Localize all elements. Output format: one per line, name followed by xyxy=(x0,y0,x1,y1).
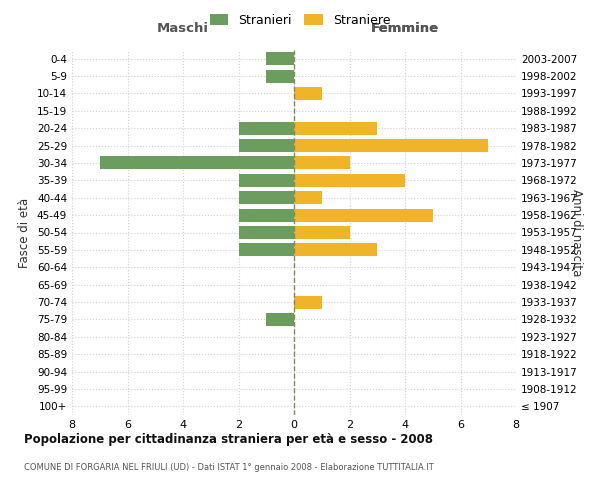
Bar xyxy=(294,156,350,170)
Bar xyxy=(239,174,294,187)
Bar xyxy=(294,174,405,187)
Bar xyxy=(100,156,294,170)
Bar xyxy=(239,191,294,204)
Bar xyxy=(294,296,322,308)
Text: Femmine: Femmine xyxy=(371,22,439,36)
Text: Popolazione per cittadinanza straniera per età e sesso - 2008: Popolazione per cittadinanza straniera p… xyxy=(24,432,433,446)
Bar xyxy=(294,244,377,256)
Bar xyxy=(294,191,322,204)
Bar xyxy=(294,208,433,222)
Text: Maschi: Maschi xyxy=(157,22,209,36)
Bar xyxy=(266,70,294,82)
Bar xyxy=(294,122,377,134)
Bar xyxy=(239,226,294,239)
Bar xyxy=(239,208,294,222)
Y-axis label: Anni di nascita: Anni di nascita xyxy=(570,189,583,276)
Text: Femmine: Femmine xyxy=(371,22,439,36)
Bar xyxy=(239,122,294,134)
Bar xyxy=(294,226,350,239)
Legend: Stranieri, Straniere: Stranieri, Straniere xyxy=(205,8,395,32)
Bar xyxy=(294,139,488,152)
Bar xyxy=(239,139,294,152)
Y-axis label: Fasce di età: Fasce di età xyxy=(19,198,31,268)
Bar xyxy=(266,52,294,65)
Text: COMUNE DI FORGARIA NEL FRIULI (UD) - Dati ISTAT 1° gennaio 2008 - Elaborazione T: COMUNE DI FORGARIA NEL FRIULI (UD) - Dat… xyxy=(24,462,434,471)
Bar xyxy=(239,244,294,256)
Bar xyxy=(266,313,294,326)
Bar xyxy=(294,87,322,100)
